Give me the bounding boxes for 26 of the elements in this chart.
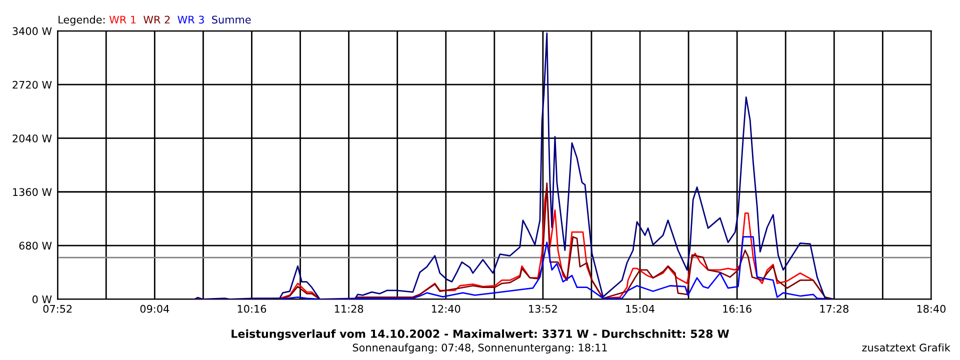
- text: WR 2: [144, 16, 170, 24]
- line-series: [194, 32, 834, 300]
- x-tick-label: 10:16: [238, 304, 266, 313]
- text: zusatztext Grafik: [862, 343, 950, 352]
- y-tick-label: 0 W: [32, 295, 52, 304]
- y-tick-label: 2720 W: [12, 80, 52, 89]
- x-tick-label: 16:16: [723, 304, 752, 313]
- line-series: [279, 182, 834, 300]
- legend-title: Legende:: [58, 16, 105, 26]
- y-tick-label: 1360 W: [13, 188, 52, 196]
- x-tick-label: 13:52: [529, 304, 557, 313]
- x-tick-label: 11:28: [334, 304, 364, 313]
- text: Sonnenaufgang: 07:48, Sonnenuntergang: 18:11: [352, 343, 607, 354]
- y-tick-label: 3400 W: [12, 27, 52, 36]
- x-tick-label: 12:40: [432, 304, 460, 313]
- y-tick-label: 680 W: [19, 242, 52, 250]
- x-tick-label: 18:40: [917, 304, 946, 313]
- text: WR 3: [178, 16, 204, 24]
- x-tick-label: 17:28: [820, 304, 848, 313]
- x-tick-label: 09:04: [140, 304, 170, 313]
- text: WR 1: [109, 16, 136, 24]
- y-tick-label: 2040 W: [12, 134, 52, 142]
- x-tick-label: 07:52: [43, 304, 72, 313]
- text: Leistungsverlauf vom 14.10.2002 - Maximalwert: 3371 W - Durchschnitt: 528 W: [232, 329, 730, 340]
- text: Summe: [212, 16, 251, 24]
- x-tick-label: 15:04: [626, 304, 654, 313]
